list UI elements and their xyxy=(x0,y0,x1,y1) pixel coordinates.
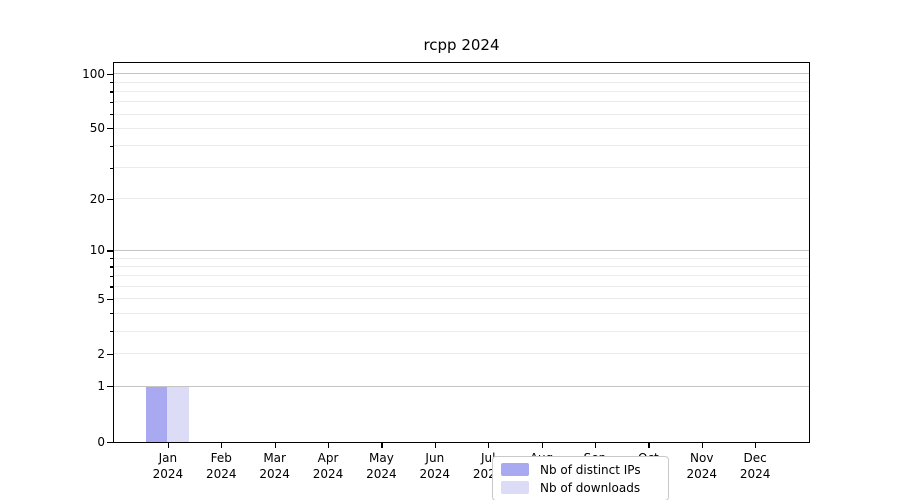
x-axis-month: Jul xyxy=(480,451,496,465)
gridline xyxy=(114,145,809,147)
y-axis-minor-tick xyxy=(110,145,113,147)
legend-swatch-icon xyxy=(501,481,529,494)
x-axis-month: Feb xyxy=(210,451,232,465)
y-axis-tick xyxy=(107,128,113,130)
x-axis-month: Jun xyxy=(425,451,445,465)
x-axis-month: Apr xyxy=(317,451,339,465)
x-axis-month: Nov xyxy=(690,451,714,465)
x-axis-tick xyxy=(328,443,330,448)
y-axis-tick xyxy=(107,298,113,300)
y-axis-minor-tick xyxy=(110,275,113,278)
chart-legend: Nb of distinct IPs Nb of downloads xyxy=(492,456,669,500)
x-axis-tick xyxy=(381,443,383,448)
legend-swatch-icon xyxy=(501,463,529,476)
y-axis-minor-tick xyxy=(110,313,113,315)
gridline xyxy=(114,265,809,267)
plot-area: Nb of distinct IPs Nb of downloads xyxy=(113,62,810,500)
legend-item: Nb of distinct IPs xyxy=(493,463,668,477)
x-axis-year: 2024 xyxy=(205,467,237,481)
gridline xyxy=(114,285,809,287)
x-axis-tick xyxy=(488,443,490,448)
x-axis-tick-label: Mar 2024 xyxy=(243,450,307,482)
x-axis-tick xyxy=(274,443,276,448)
y-axis-minor-tick xyxy=(110,286,113,288)
gridline xyxy=(114,298,809,300)
gridline xyxy=(114,275,809,277)
y-axis-minor-tick xyxy=(110,91,113,93)
y-axis-tick-label: 5 xyxy=(97,291,105,306)
x-axis-year: 2024 xyxy=(739,467,771,481)
y-axis-tick xyxy=(107,441,113,443)
y-axis-tick-label: 0 xyxy=(97,434,105,449)
gridline xyxy=(114,113,809,115)
gridline xyxy=(114,353,809,355)
x-axis-year: 2024 xyxy=(366,467,397,481)
legend-label: Nb of distinct IPs xyxy=(540,462,641,477)
y-axis-tick-label: 20 xyxy=(89,191,105,206)
x-axis-tick xyxy=(541,443,543,448)
x-axis-tick-label: Jun 2024 xyxy=(403,450,467,482)
x-axis-tick xyxy=(755,443,757,448)
x-axis-tick xyxy=(701,443,703,448)
gridline xyxy=(114,198,809,200)
x-axis-month: Mar xyxy=(263,451,286,465)
x-axis-month: Dec xyxy=(743,451,767,465)
x-axis-tick xyxy=(221,443,223,448)
gridline xyxy=(114,73,809,75)
y-axis-tick-label: 100 xyxy=(82,66,105,81)
y-axis-tick xyxy=(107,386,113,388)
y-axis-minor-tick xyxy=(110,258,113,260)
y-axis-minor-tick xyxy=(110,82,113,84)
gridline xyxy=(114,257,809,259)
x-axis-tick xyxy=(434,443,436,448)
y-axis-tick-label: 1 xyxy=(97,379,105,394)
x-axis-tick-label: Feb 2024 xyxy=(189,450,253,482)
y-axis-tick xyxy=(107,250,113,252)
y-axis-minor-tick xyxy=(110,114,113,116)
y-axis-tick xyxy=(107,73,113,76)
x-axis-tick-label: Jan 2024 xyxy=(136,450,200,482)
x-axis-tick-label: Nov 2024 xyxy=(670,450,734,482)
x-axis-year: 2024 xyxy=(259,467,290,481)
plot-bars xyxy=(114,63,809,442)
x-axis-month: Jan xyxy=(158,451,178,465)
gridline xyxy=(114,81,809,83)
y-axis-minor-tick xyxy=(110,331,113,333)
plot-gridlines xyxy=(114,63,809,442)
y-axis-minor-tick xyxy=(110,101,113,104)
x-axis-tick xyxy=(648,443,650,448)
x-axis-year: 2024 xyxy=(686,467,717,481)
gridline xyxy=(114,101,809,103)
gridline xyxy=(114,167,809,169)
x-axis-tick-label: Dec 2024 xyxy=(723,450,787,482)
y-axis-minor-tick xyxy=(110,266,113,268)
x-axis-month: May xyxy=(369,451,394,465)
bar-nb-of-distinct-ips xyxy=(146,386,168,442)
x-axis-year: 2024 xyxy=(312,467,344,481)
y-axis-tick-label: 2 xyxy=(97,346,105,361)
x-axis-tick-label: Apr 2024 xyxy=(296,450,360,482)
x-axis-tick xyxy=(167,443,170,448)
gridline xyxy=(114,127,809,129)
gridline xyxy=(114,249,809,251)
y-axis-minor-tick xyxy=(110,167,113,170)
gridline xyxy=(114,330,809,332)
x-axis-year: 2024 xyxy=(419,467,451,481)
x-axis-year: 2024 xyxy=(152,467,184,481)
y-axis-tick-label: 10 xyxy=(89,243,105,258)
chart-title: rcpp 2024 xyxy=(423,36,500,54)
gridline xyxy=(114,312,809,314)
x-axis-tick xyxy=(594,443,597,448)
y-axis-tick-label: 50 xyxy=(89,121,105,136)
gridline xyxy=(114,90,809,92)
gridline xyxy=(114,385,809,387)
legend-item: Nb of downloads xyxy=(493,481,668,495)
bar-nb-of-downloads xyxy=(167,386,189,442)
y-axis-tick xyxy=(107,353,113,356)
legend-label: Nb of downloads xyxy=(540,480,641,495)
y-axis-tick xyxy=(107,198,113,201)
x-axis-tick-label: May 2024 xyxy=(349,450,413,482)
